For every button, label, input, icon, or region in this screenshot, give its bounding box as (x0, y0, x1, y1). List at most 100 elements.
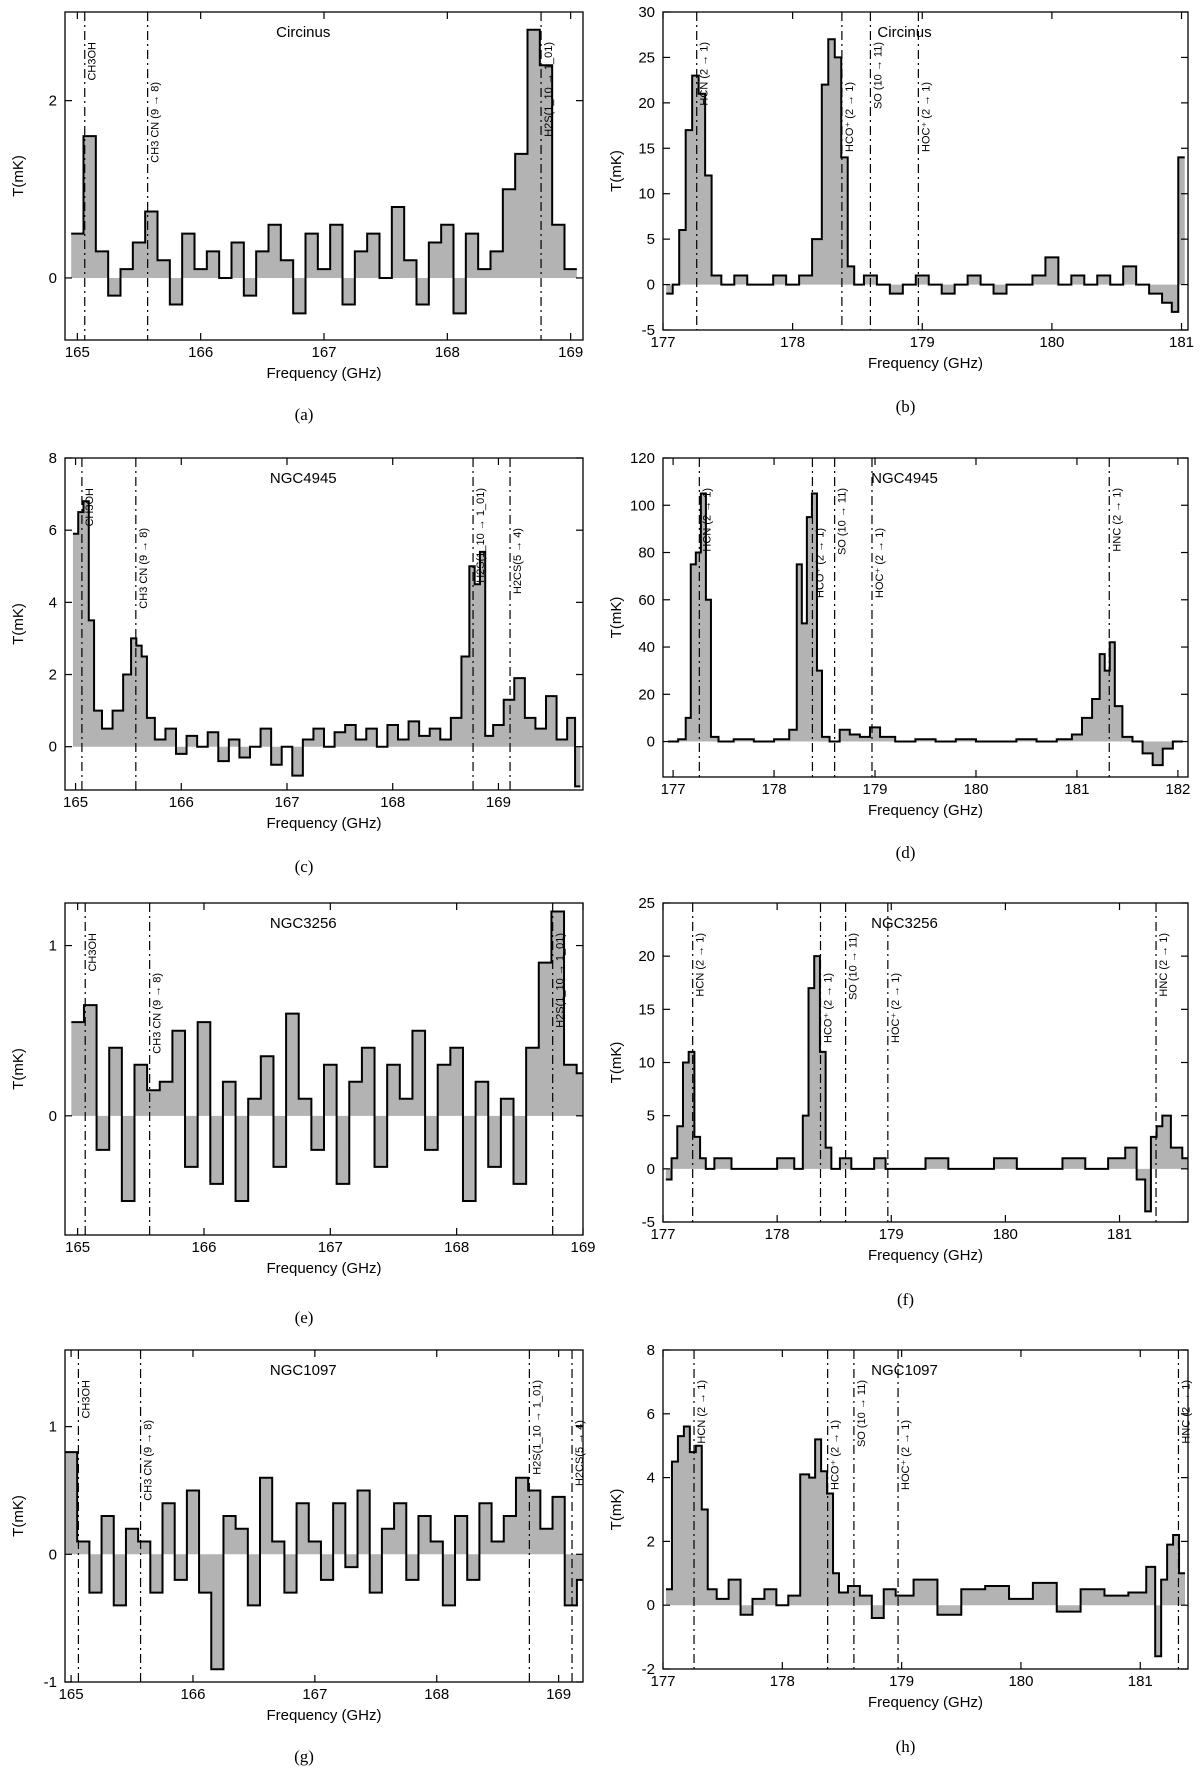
x-tick-label: 181 (1169, 334, 1194, 351)
y-tick-label: 6 (49, 522, 57, 539)
plot-frame (64, 902, 584, 1236)
y-tick-label: 100 (630, 497, 655, 514)
y-tick-label: 20 (638, 686, 655, 703)
line-label: H2S(1_10 → 1_01) (543, 42, 555, 137)
y-tick-label: 10 (638, 186, 655, 203)
y-tick-label: 0 (647, 1597, 655, 1614)
x-tick-label: 169 (546, 1686, 571, 1703)
x-tick-label: 177 (661, 781, 686, 798)
x-tick-label: 167 (302, 1686, 327, 1703)
plot-frame (662, 11, 1189, 331)
y-tick-label: 0 (49, 1108, 57, 1125)
x-tick-label: 179 (863, 781, 888, 798)
x-tick-label: 169 (558, 344, 583, 361)
line-label: CH3OH (80, 1380, 92, 1419)
x-axis-label: Frequency (GHz) (266, 1707, 381, 1724)
line-label: H2S(1_10 → 1_01) (475, 488, 487, 583)
line-label: HCN (2 → 1) (696, 1380, 708, 1444)
spectrum-line (71, 910, 583, 1202)
x-tick-label: 165 (63, 794, 88, 811)
line-label: H2S(1_10 → 1_01) (531, 1380, 543, 1475)
source-name: NGC1097 (270, 1362, 337, 1379)
line-label: HCN (2 → 1) (695, 933, 707, 997)
x-tick-label: 168 (380, 794, 405, 811)
x-axis-label: Frequency (GHz) (868, 1247, 983, 1264)
source-name: NGC4945 (871, 470, 938, 487)
panel-caption: (d) (896, 843, 916, 862)
spectrum-panel: CH3OH CH3 CN (9 → 8) H2S(1_10 → 1_01) 165 16… (10, 11, 584, 424)
line-label: HOC⁺ (2 → 1) (900, 1420, 912, 1490)
line-label: SO (10 → 11) (872, 42, 884, 109)
y-tick-label: 4 (647, 1470, 655, 1487)
line-label: HNC (2 → 1) (1111, 488, 1123, 552)
y-tick-label: 0 (647, 277, 655, 294)
y-tick-label: 25 (638, 895, 655, 912)
y-tick-label: 2 (647, 1533, 655, 1550)
x-tick-label: 181 (1107, 1226, 1132, 1243)
y-tick-label: -5 (642, 322, 655, 339)
line-label: HCN (2 → 1) (699, 42, 711, 106)
spectrum-panel: CH3OH CH3 CN (9 → 8) H2S(1_10 → 1_01) 165 16… (10, 902, 596, 1327)
y-tick-label: 20 (638, 948, 655, 965)
line-label: CH3 CN (9 → 8) (138, 528, 150, 609)
source-name: NGC3256 (270, 915, 337, 932)
y-axis-label: T(mK) (608, 150, 625, 192)
y-tick-label: 60 (638, 592, 655, 609)
x-tick-label: 177 (650, 1673, 675, 1690)
line-label: SO (10 → 11) (856, 1380, 868, 1447)
spectrum-fill (665, 1426, 1186, 1657)
x-tick-label: 168 (444, 1239, 469, 1256)
x-axis-label: Frequency (GHz) (266, 1260, 381, 1277)
y-tick-label: 25 (638, 49, 655, 66)
spectrum-fill (71, 29, 577, 314)
x-tick-label: 178 (762, 781, 787, 798)
plot-frame (64, 11, 584, 341)
y-tick-label: 80 (638, 545, 655, 562)
y-tick-label: 5 (647, 1108, 655, 1125)
y-tick-label: 40 (638, 639, 655, 656)
y-axis-label: T(mK) (608, 597, 625, 639)
y-tick-label: 2 (49, 667, 57, 684)
line-label: CH3 CN (9 → 8) (143, 1420, 155, 1501)
spectrum-panel: CH3OH CH3 CN (9 → 8) H2S(1_10 → 1_01) H2CS(… (10, 1349, 586, 1766)
x-tick-label: 169 (486, 794, 511, 811)
x-tick-label: 167 (311, 344, 336, 361)
line-label: CH3 CN (9 → 8) (150, 82, 162, 163)
line-label: HCO⁺ (2 → 1) (823, 973, 835, 1043)
line-label: HCO⁺ (2 → 1) (830, 1420, 842, 1490)
plot-frame (662, 902, 1189, 1223)
spectrum-line (666, 38, 1185, 313)
x-tick-label: 179 (879, 1226, 904, 1243)
line-label: SO (10 → 11) (848, 933, 860, 1000)
x-tick-label: 166 (191, 1239, 216, 1256)
y-tick-label: 0 (49, 1546, 57, 1563)
panel-caption: (f) (897, 1290, 914, 1309)
spectrum-fill (665, 956, 1188, 1212)
spectrum-fill (72, 501, 581, 787)
x-tick-label: 166 (180, 1686, 205, 1703)
x-tick-label: 165 (65, 1239, 90, 1256)
y-tick-label: 4 (49, 594, 57, 611)
x-tick-label: 181 (1064, 781, 1089, 798)
x-axis-label: Frequency (GHz) (868, 355, 983, 372)
x-tick-label: 180 (1008, 1673, 1033, 1690)
x-tick-label: 178 (765, 1226, 790, 1243)
y-axis-label: T(mK) (10, 1048, 27, 1090)
line-label: H2S(1_10 → 1_01) (555, 933, 567, 1028)
line-label: H2CS(5 → 4) (574, 1420, 586, 1486)
spectrum-line (65, 1451, 583, 1671)
spectrum-fill (65, 1452, 583, 1670)
y-tick-label: 5 (647, 231, 655, 248)
x-axis-label: Frequency (GHz) (868, 802, 983, 819)
y-tick-label: 30 (638, 4, 655, 21)
x-tick-label: 178 (780, 334, 805, 351)
panel-caption: (g) (294, 1747, 314, 1766)
x-tick-label: 180 (993, 1226, 1018, 1243)
x-tick-label: 180 (963, 781, 988, 798)
line-label: CH3OH (87, 42, 99, 81)
y-tick-label: 0 (49, 739, 57, 756)
line-label: HCO⁺ (2 → 1) (814, 528, 826, 598)
spectrum-fill (666, 39, 1185, 312)
line-label: SO (10 → 11) (837, 488, 849, 555)
